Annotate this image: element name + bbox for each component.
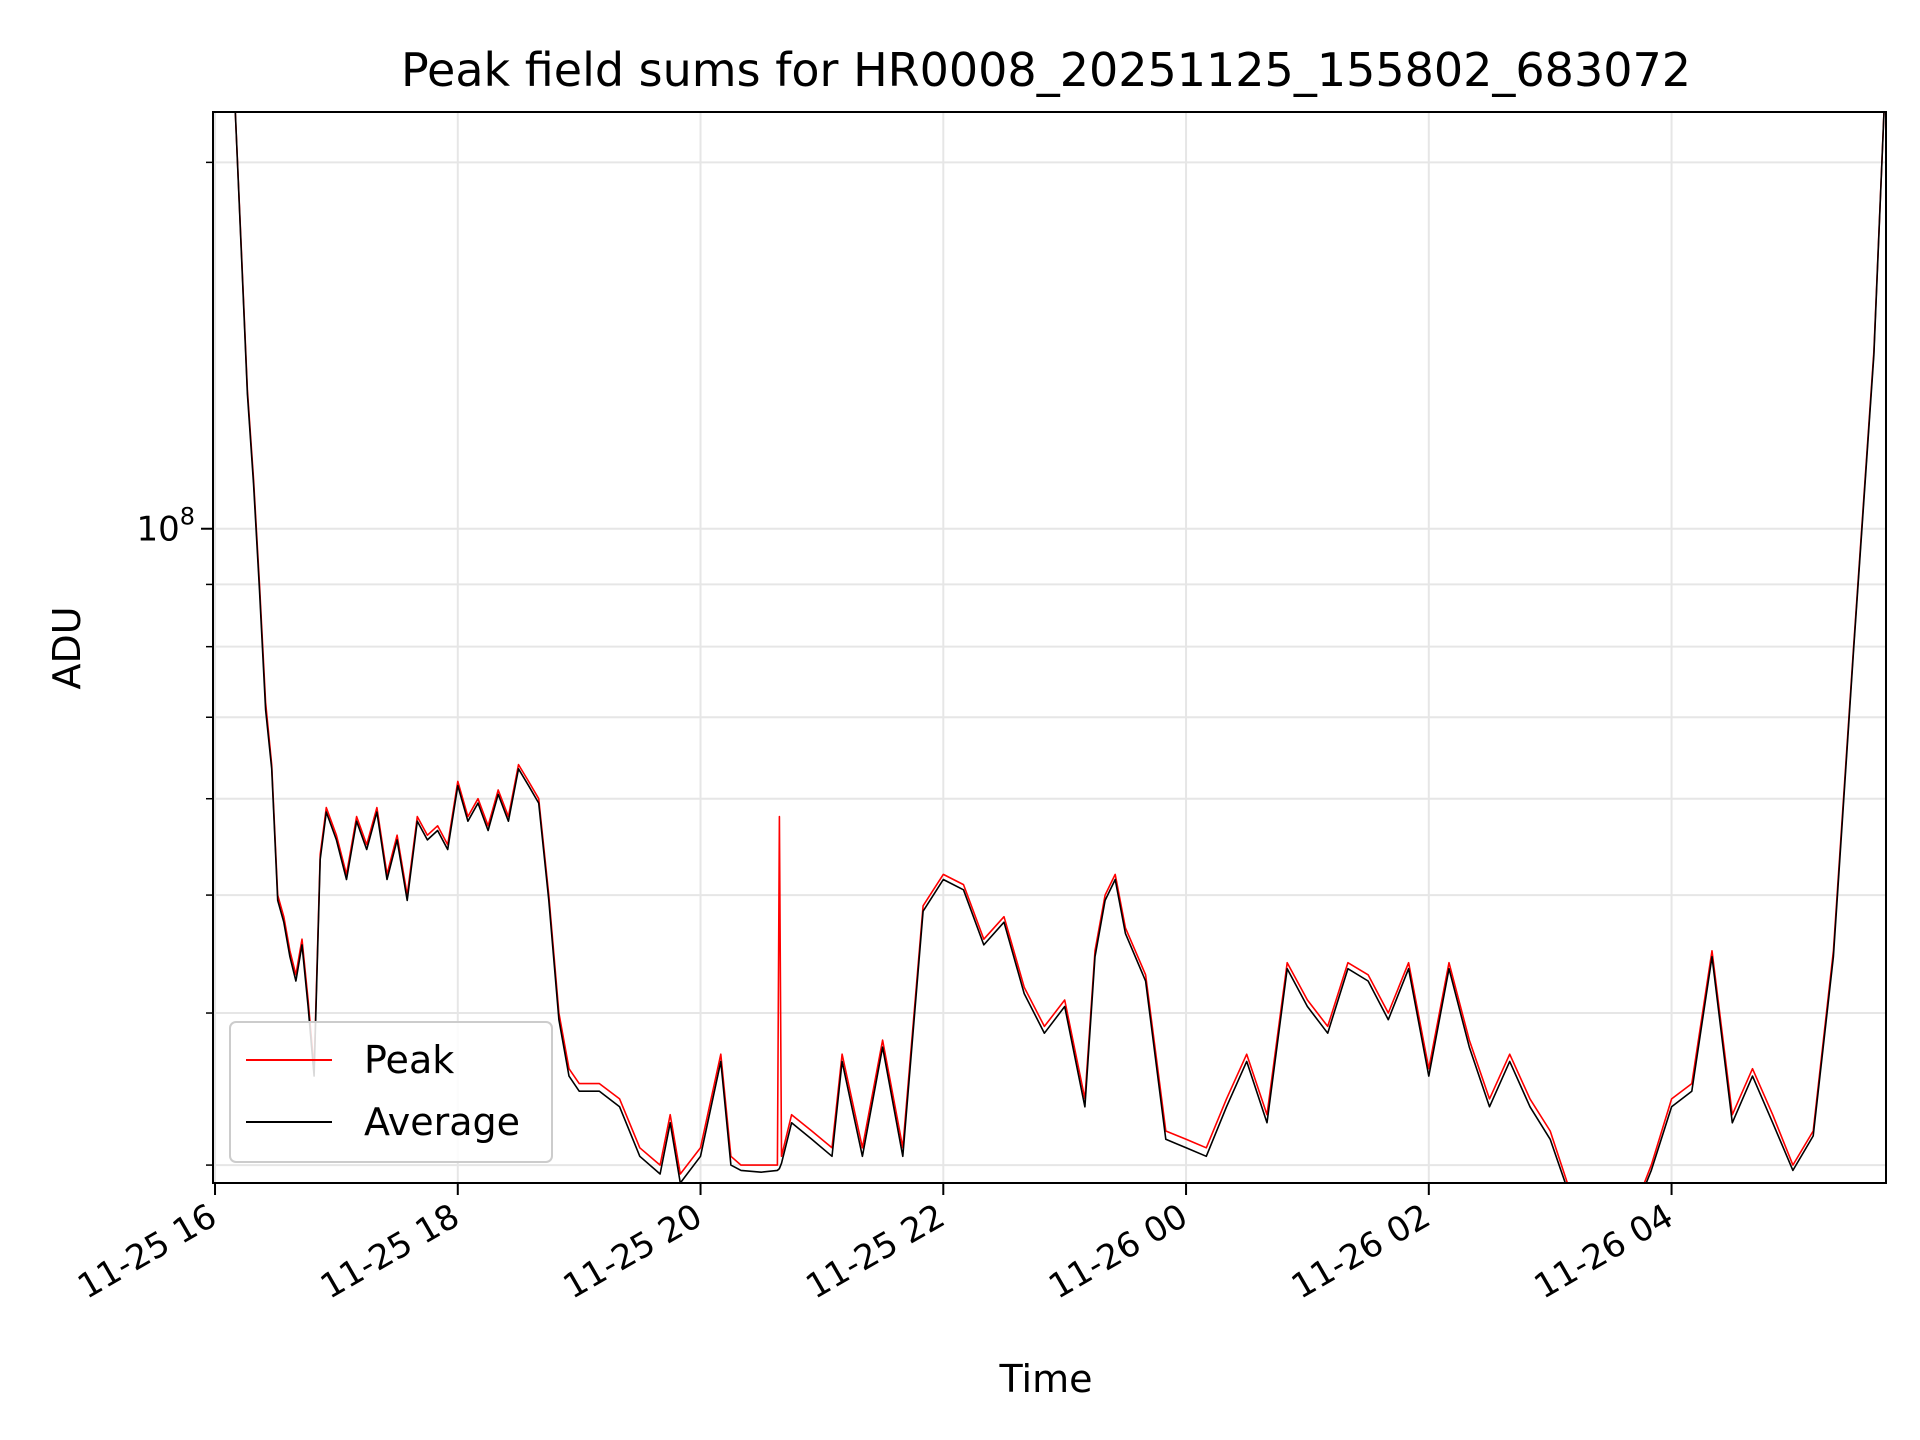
y-axis-label: ADU [45,606,89,689]
legend-label-peak: Peak [364,1038,454,1082]
series-line-peak [234,112,1885,1183]
chart-title: Peak field sums for HR0008_20251125_1558… [401,43,1691,97]
grid [213,112,1886,1183]
legend-box [229,1021,553,1163]
x-axis-label: Time [999,1357,1093,1401]
legend-label-average: Average [364,1100,520,1144]
plot-frame [212,111,1887,1184]
series-layer [234,112,1885,1183]
series-line-average [234,112,1885,1183]
legend: Peak Average [229,1021,553,1163]
